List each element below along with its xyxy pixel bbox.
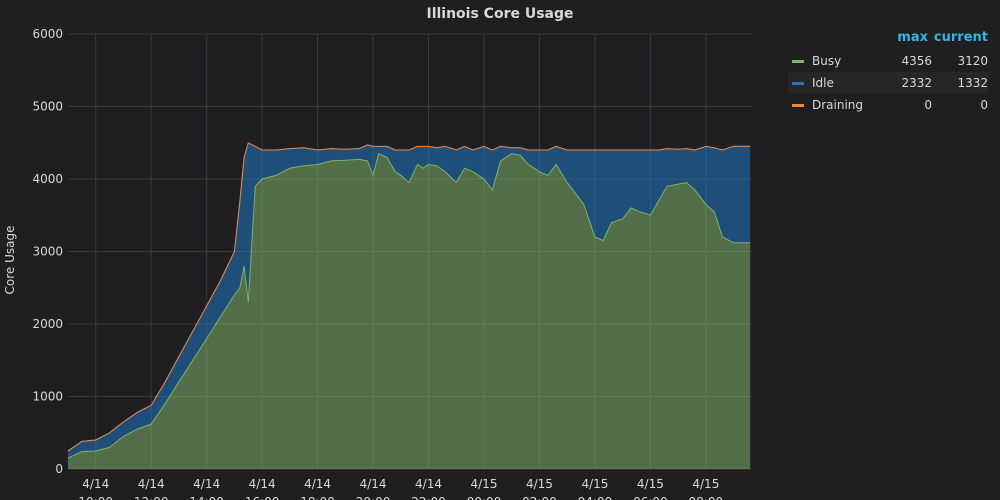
x-tick-time-label: 14:00: [189, 495, 224, 500]
legend-item-max: 0: [924, 98, 932, 112]
legend: max current Busy 4356 3120 Idle 2332 133…: [788, 30, 988, 116]
legend-item-label: Busy: [812, 54, 842, 68]
y-tick-label: 1000: [32, 390, 63, 404]
legend-item-max: 2332: [901, 76, 932, 90]
x-tick-time-label: 02:00: [522, 495, 557, 500]
legend-item-draining[interactable]: Draining 0 0: [788, 94, 988, 116]
legend-header-max[interactable]: max: [897, 30, 928, 45]
draining-swatch-icon: [792, 103, 804, 107]
legend-item-busy[interactable]: Busy 4356 3120: [788, 50, 988, 72]
x-tick-time-label: 00:00: [467, 495, 502, 500]
legend-item-idle[interactable]: Idle 2332 1332: [788, 72, 988, 94]
x-tick-date-label: 4/14: [82, 477, 109, 491]
legend-item-current: 3120: [957, 54, 988, 68]
x-tick-date-label: 4/15: [637, 477, 664, 491]
x-tick-date-label: 4/14: [193, 477, 220, 491]
x-tick-date-label: 4/14: [304, 477, 331, 491]
x-tick-time-label: 18:00: [300, 495, 335, 500]
x-tick-time-label: 08:00: [689, 495, 724, 500]
x-tick-date-label: 4/14: [138, 477, 165, 491]
draining-line: [67, 142, 751, 452]
legend-item-current: 0: [980, 98, 988, 112]
x-tick-date-label: 4/14: [415, 477, 442, 491]
x-tick-time-label: 12:00: [134, 495, 169, 500]
idle-area: [68, 142, 751, 459]
y-tick-label: 0: [55, 462, 63, 476]
legend-item-label: Draining: [812, 98, 864, 112]
x-tick-date-label: 4/15: [526, 477, 553, 491]
x-tick-time-label: 10:00: [78, 495, 113, 500]
x-tick-date-label: 4/15: [581, 477, 608, 491]
x-tick-time-label: 04:00: [578, 495, 613, 500]
x-tick-time-label: 16:00: [245, 495, 280, 500]
busy-swatch-icon: [792, 59, 804, 63]
busy-line: [67, 152, 751, 459]
x-tick-time-label: 06:00: [633, 495, 668, 500]
legend-item-max: 4356: [901, 54, 932, 68]
y-tick-label: 4000: [32, 172, 63, 186]
x-tick-date-label: 4/14: [249, 477, 276, 491]
x-tick-time-label: 20:00: [356, 495, 391, 500]
idle-swatch-icon: [792, 81, 804, 85]
x-tick-time-label: 22:00: [411, 495, 446, 500]
y-axis-label: Core Usage: [3, 226, 17, 295]
legend-header: max current: [788, 30, 988, 50]
y-tick-label: 2000: [32, 317, 63, 331]
x-tick-date-label: 4/15: [692, 477, 719, 491]
y-tick-label: 5000: [32, 100, 63, 114]
legend-item-label: Idle: [812, 76, 834, 90]
legend-header-current[interactable]: current: [933, 30, 988, 45]
area-series: [67, 142, 751, 469]
x-tick-date-label: 4/14: [360, 477, 387, 491]
y-tick-label: 3000: [32, 245, 63, 259]
legend-item-current: 1332: [957, 76, 988, 90]
y-tick-label: 6000: [32, 27, 63, 41]
x-tick-date-label: 4/15: [471, 477, 498, 491]
busy-area: [68, 153, 751, 469]
chart-title: Illinois Core Usage: [426, 6, 574, 22]
axes: 0 1000 2000 3000 4000 5000 6000 4/14 10:00 4/14 12…: [32, 27, 723, 500]
